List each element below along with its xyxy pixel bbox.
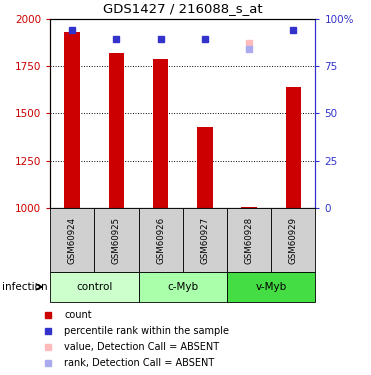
- Bar: [197, 127, 213, 208]
- Text: GSM60924: GSM60924: [68, 216, 77, 264]
- Text: GSM60925: GSM60925: [112, 216, 121, 264]
- Title: GDS1427 / 216088_s_at: GDS1427 / 216088_s_at: [103, 2, 263, 15]
- Bar: [50, 272, 138, 302]
- Bar: [65, 32, 80, 208]
- Text: control: control: [76, 282, 112, 292]
- Bar: [227, 208, 271, 272]
- Text: c-Myb: c-Myb: [167, 282, 198, 292]
- Text: GSM60926: GSM60926: [156, 216, 165, 264]
- Text: rank, Detection Call = ABSENT: rank, Detection Call = ABSENT: [64, 358, 214, 368]
- Text: v-Myb: v-Myb: [256, 282, 287, 292]
- Text: count: count: [64, 310, 92, 320]
- Bar: [271, 208, 315, 272]
- Bar: [183, 208, 227, 272]
- Bar: [286, 87, 301, 208]
- Text: percentile rank within the sample: percentile rank within the sample: [64, 326, 229, 336]
- Bar: [227, 272, 315, 302]
- Bar: [50, 208, 94, 272]
- Bar: [241, 207, 257, 208]
- Bar: [138, 208, 183, 272]
- Text: value, Detection Call = ABSENT: value, Detection Call = ABSENT: [64, 342, 219, 352]
- Bar: [153, 58, 168, 208]
- Text: GSM60929: GSM60929: [289, 216, 298, 264]
- Text: GSM60927: GSM60927: [200, 216, 209, 264]
- Bar: [94, 208, 138, 272]
- Text: GSM60928: GSM60928: [244, 216, 253, 264]
- Bar: [109, 53, 124, 208]
- Bar: [138, 272, 227, 302]
- Text: infection: infection: [2, 282, 47, 292]
